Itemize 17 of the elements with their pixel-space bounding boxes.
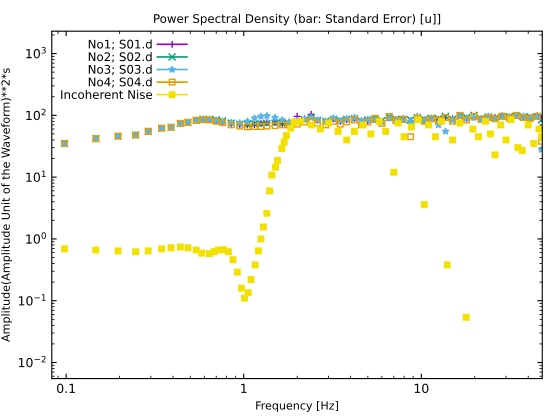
- x-tick-label: 1: [241, 384, 247, 393]
- legend-label: Incoherent Nise: [61, 90, 152, 100]
- y-tick-label: 10$^{−1}$: [18, 294, 46, 306]
- x-tick-label: 0.1: [57, 384, 75, 394]
- x-axis-title: Frequency [Hz]: [256, 401, 338, 412]
- legend-label: No3; S03.d: [88, 64, 152, 76]
- y-tick-label: 10$^{−2}$: [18, 356, 46, 368]
- y-tick-label: 10$^{2}$: [26, 108, 46, 120]
- y-axis-title: Amplitude(Amplitude Unit of the Waveform)**2*s: [1, 68, 12, 342]
- x-tick-label: 10: [414, 384, 428, 394]
- legend-label: No1; S01.d: [88, 39, 152, 50]
- y-tick-label: 10$^{0}$: [26, 232, 46, 244]
- chart-title: Power Spectral Density (bar: Standard Error) [u]]: [154, 14, 440, 26]
- y-tick-label: 10$^{1}$: [26, 170, 46, 182]
- legend-label: No4; S04.d: [88, 77, 152, 88]
- legend-label: No2; S02.d: [88, 52, 152, 62]
- y-tick-label: 10$^{3}$: [26, 46, 46, 58]
